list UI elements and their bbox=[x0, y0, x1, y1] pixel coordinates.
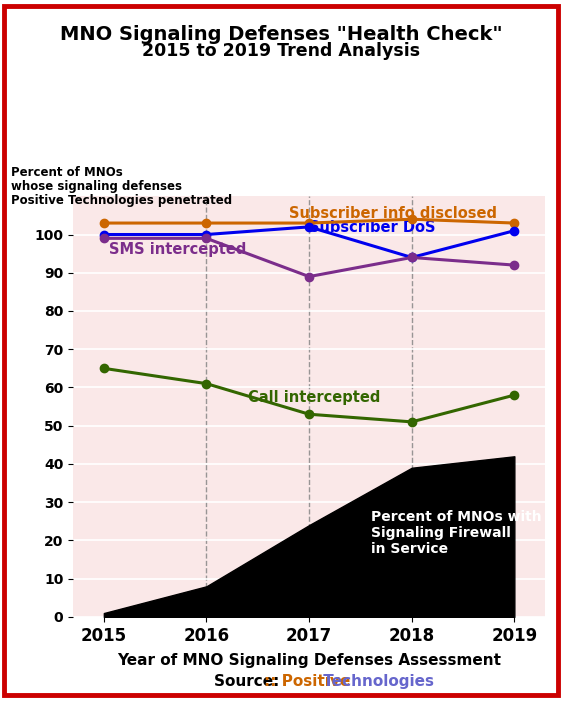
Text: Source:: Source: bbox=[214, 674, 289, 689]
Text: Call intercepted: Call intercepted bbox=[247, 390, 380, 404]
Text: :: Positive: :: Positive bbox=[264, 674, 350, 689]
Text: Technologies: Technologies bbox=[318, 674, 433, 689]
Text: Subscriber info disclosed: Subscriber info disclosed bbox=[288, 206, 497, 221]
Text: Subscriber DoS: Subscriber DoS bbox=[309, 220, 436, 235]
Text: MNO Signaling Defenses "Health Check": MNO Signaling Defenses "Health Check" bbox=[60, 25, 502, 43]
X-axis label: Year of MNO Signaling Defenses Assessment: Year of MNO Signaling Defenses Assessmen… bbox=[117, 653, 501, 668]
Text: whose signaling defenses: whose signaling defenses bbox=[11, 179, 182, 193]
Text: Percent of MNOs with
Signaling Firewall
in Service: Percent of MNOs with Signaling Firewall … bbox=[371, 510, 541, 556]
Text: SMS intercepted: SMS intercepted bbox=[109, 243, 246, 257]
Text: 2015 to 2019 Trend Analysis: 2015 to 2019 Trend Analysis bbox=[142, 42, 420, 60]
Text: Percent of MNOs: Percent of MNOs bbox=[11, 165, 123, 179]
Text: Positive Technologies penetrated: Positive Technologies penetrated bbox=[11, 193, 232, 207]
